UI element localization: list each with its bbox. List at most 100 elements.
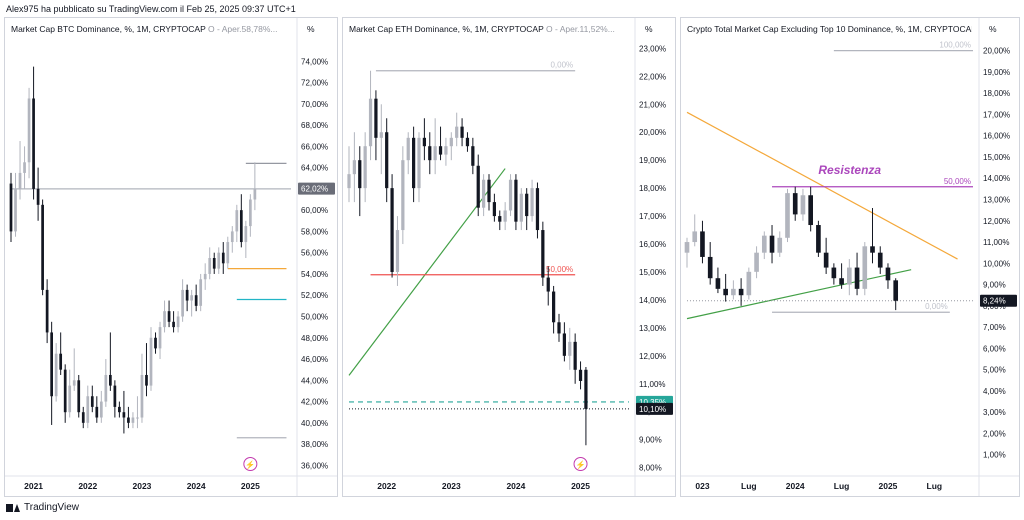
btc-candle-body — [181, 289, 184, 317]
btc-dominance-chart[interactable]: % 36,00% 38,00% 40,00% 42,00% 44,00% 46,00% 48,… — [4, 17, 338, 497]
eth-candle-body — [347, 174, 351, 189]
btc-y-tick-label: 72,00% — [301, 79, 328, 88]
others-x-tick-label: Lug — [927, 481, 943, 491]
eth-level-label: 0,00% — [550, 61, 573, 70]
others-candle-body — [885, 267, 891, 281]
publisher-header: Alex975 ha pubblicato su TradingView.com… — [6, 4, 296, 14]
others-y-tick-label: 2,00% — [983, 429, 1006, 438]
btc-candle-body — [203, 273, 207, 280]
eth-y-tick-label: 17,00% — [639, 212, 666, 221]
btc-candle-body — [81, 412, 85, 423]
eth-chart-title: Market Cap ETH Dominance, %, 1M, CRYPTOC… — [349, 24, 615, 34]
btc-candle-body — [230, 231, 234, 243]
btc-y-tick-label: 60,00% — [301, 206, 328, 215]
btc-candle-body — [235, 210, 239, 232]
btc-candle-body — [217, 252, 221, 269]
btc-candle-body — [27, 98, 31, 163]
others-dominance-chart[interactable]: %1,00%2,00%3,00%4,00%5,00%6,00%7,00%8,00… — [680, 17, 1020, 497]
eth-last-price-tag: 10,10% — [639, 405, 666, 414]
eth-candle-body — [358, 160, 362, 189]
eth-x-tick-label: 2022 — [377, 481, 396, 491]
others-x-tick-label: 023 — [695, 481, 709, 491]
eth-candle-body — [465, 137, 470, 147]
btc-y-tick-label: 70,00% — [301, 100, 328, 109]
others-y-tick-label: 17,00% — [983, 110, 1010, 119]
btc-candle-body — [127, 417, 130, 423]
others-annotation: Resistenza — [818, 163, 881, 177]
others-y-tick-label: 1,00% — [983, 451, 1006, 460]
btc-candle-body — [131, 417, 135, 423]
others-dominance-svg[interactable]: %1,00%2,00%3,00%4,00%5,00%6,00%7,00%8,00… — [681, 18, 1019, 496]
eth-y-tick-label: 13,00% — [639, 324, 666, 333]
others-candle-body — [769, 235, 775, 253]
btc-y-tick-label: 38,00% — [301, 440, 328, 449]
eth-y-tick-label: 14,00% — [639, 296, 666, 305]
btc-candle-body — [95, 406, 99, 418]
btc-candle-body — [199, 279, 203, 306]
others-candle-body — [777, 237, 783, 253]
others-y-tick-label: 7,00% — [983, 323, 1006, 332]
eth-candle-body — [530, 188, 534, 217]
eth-candle-body — [541, 230, 545, 278]
others-y-tick-label: 10,00% — [983, 259, 1010, 268]
btc-candle-body — [176, 316, 180, 328]
btc-candle-body — [226, 242, 230, 264]
btc-candle-body — [54, 353, 58, 397]
eth-candle-body — [368, 98, 373, 147]
eth-extra-price-tag: 10,35% — [639, 398, 666, 407]
others-candle-body — [839, 278, 844, 285]
others-candle-body — [831, 267, 837, 279]
eth-dominance-svg[interactable]: %8,00%9,00%10,00%11,00%12,00%13,00%14,00… — [343, 18, 675, 496]
eth-lightning-glyph: ⚡ — [576, 460, 586, 470]
eth-candle-body — [514, 179, 518, 222]
others-trendline — [686, 269, 912, 320]
eth-candle-body — [546, 277, 550, 292]
others-y-tick-label: 9,00% — [983, 281, 1006, 290]
btc-y-tick-label: 46,00% — [301, 355, 328, 364]
others-y-tick-label: 20,00% — [983, 47, 1010, 56]
btc-candle-body — [244, 226, 248, 243]
btc-candle-body — [36, 188, 40, 205]
btc-candle-body — [158, 327, 162, 349]
btc-candle-body — [23, 162, 26, 173]
btc-candle-body — [18, 172, 22, 189]
others-x-tick-label: Lug — [741, 481, 757, 491]
others-candle-body — [847, 267, 852, 285]
btc-y-tick-label: 74,00% — [301, 57, 328, 66]
eth-dominance-chart[interactable]: %8,00%9,00%10,00%11,00%12,00%13,00%14,00… — [342, 17, 676, 497]
eth-ohlc-label: O - Aper.11,52%... — [546, 24, 615, 34]
btc-y-tick-label: 66,00% — [301, 142, 328, 151]
tradingview-logo-icon — [6, 503, 20, 513]
others-y-tick-label: 18,00% — [983, 89, 1010, 98]
eth-candle-body — [557, 322, 561, 334]
others-x-tick-label: 2024 — [786, 481, 805, 491]
eth-y-tick-label: 23,00% — [639, 44, 666, 53]
btc-dominance-svg[interactable]: % 36,00% 38,00% 40,00% 42,00% 44,00% 46,00% 48,… — [5, 18, 337, 496]
eth-candle-body — [385, 132, 389, 189]
others-x-tick-label: 2025 — [879, 481, 898, 491]
others-candle-body — [731, 288, 736, 296]
others-y-tick-label: 19,00% — [983, 68, 1010, 77]
others-candle-body — [785, 193, 790, 238]
eth-candle-body — [428, 146, 432, 161]
others-candle-body — [738, 288, 744, 296]
btc-y-tick-label: 36,00% — [301, 461, 328, 470]
eth-x-tick-label: 2023 — [442, 481, 461, 491]
btc-candle-body — [194, 295, 198, 306]
others-chart-title: Crypto Total Market Cap Excluding Top 10… — [687, 24, 972, 34]
btc-candle-body — [109, 374, 112, 386]
eth-candle-body — [455, 126, 459, 138]
btc-candle-body — [14, 188, 17, 232]
btc-lightning-glyph: ⚡ — [245, 460, 255, 470]
btc-candle-body — [9, 183, 13, 232]
others-candle-body — [893, 280, 899, 301]
eth-candle-body — [444, 146, 448, 155]
others-title-text: Crypto Total Market Cap Excluding Top 10… — [687, 24, 972, 34]
btc-candle-body — [190, 295, 193, 301]
btc-candle-body — [68, 385, 72, 413]
btc-y-tick-label: 52,00% — [301, 291, 328, 300]
btc-y-tick-label: 42,00% — [301, 398, 328, 407]
others-unit-header: % — [989, 24, 997, 34]
eth-candle-body — [449, 137, 453, 147]
eth-candle-body — [406, 137, 410, 161]
